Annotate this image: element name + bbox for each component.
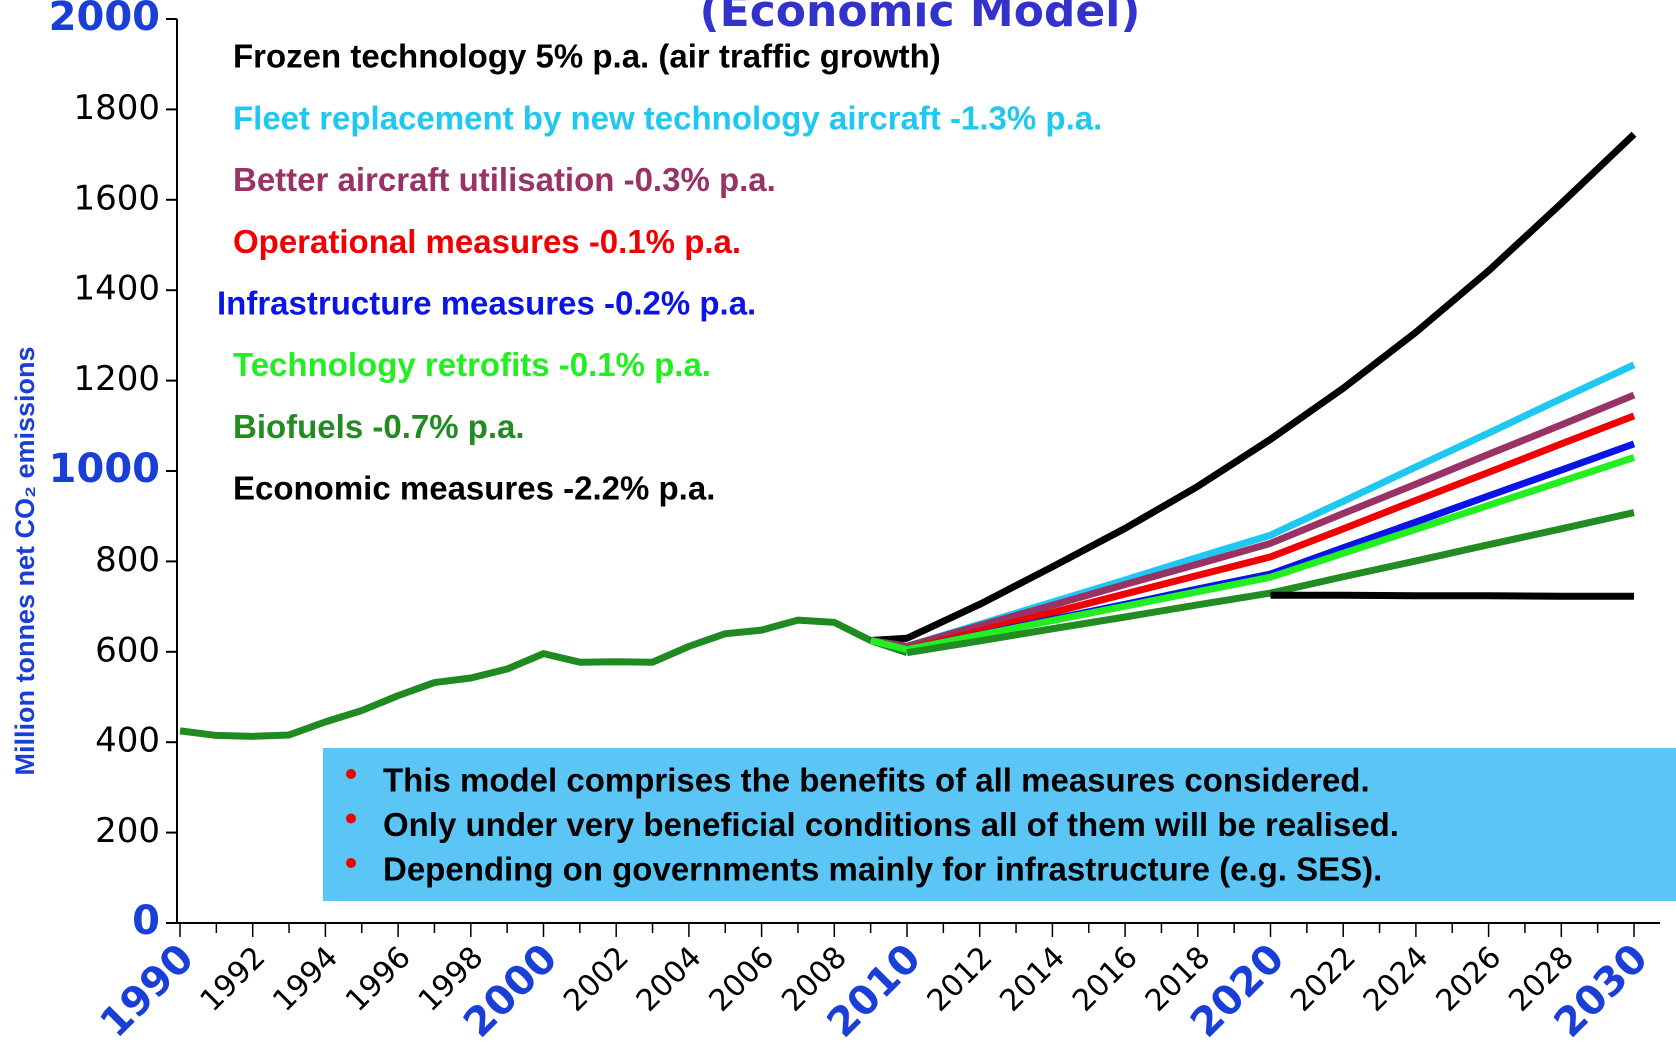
series-line [1270,591,1634,600]
x-tick-label: 2002 [557,940,636,1019]
chart-title: (Economic Model) [700,0,1141,37]
note: Depending on governments mainly for infr… [383,851,1382,888]
y-tick-label: 600 [95,630,160,670]
x-tick-label: 1992 [194,940,273,1019]
x-tick-label: 1996 [339,940,418,1019]
legend-label: Technology retrofits -0.1% p.a. [233,346,711,383]
x-tick-label: 2014 [993,940,1072,1019]
y-tick-label: 1000 [49,446,160,492]
y-tick-label: 2000 [49,0,160,40]
y-tick-label: 200 [95,811,160,851]
x-tick-label: 2012 [921,940,1000,1019]
legend-label: Infrastructure measures -0.2% p.a. [217,285,756,322]
x-tick-label: 2024 [1357,940,1436,1019]
y-tick-label: 1600 [73,178,160,218]
legend-label: Economic measures -2.2% p.a. [233,470,715,507]
y-axis-label: Million tonnes net CO₂ emissions [10,346,40,775]
x-tick-label: 2026 [1430,940,1509,1019]
y-tick-label: 1400 [73,269,160,309]
legend-label: Better aircraft utilisation -0.3% p.a. [233,161,776,198]
y-tick-label: 1800 [73,88,160,128]
y-tick-label: 400 [95,721,160,761]
series-line [870,391,1636,650]
x-tick-label: 1990 [92,935,203,1046]
note: Only under very beneficial conditions al… [383,806,1399,843]
x-tick-label: 2016 [1066,940,1145,1019]
y-tick-label: 1200 [73,359,160,399]
bullet [346,858,356,868]
x-tick-label: 2004 [630,940,709,1019]
x-tick-label: 1994 [266,940,345,1019]
y-tick-label: 0 [132,898,160,944]
legend-label: Operational measures -0.1% p.a. [233,223,741,260]
series-line [179,616,909,740]
x-tick-label: 2006 [703,940,782,1019]
bullet [346,769,356,779]
info-box [323,748,1676,901]
y-tick-label: 800 [95,540,160,580]
legend-label: Biofuels -0.7% p.a. [233,408,525,445]
series-line [870,131,1637,644]
bullet [346,813,356,824]
legend-label: Frozen technology 5% p.a. (air traffic g… [233,38,941,75]
x-tick-label: 2022 [1284,940,1363,1019]
note: This model comprises the benefits of all… [383,762,1370,799]
legend-label: Fleet replacement by new technology airc… [233,99,1102,136]
series-line [869,454,1636,654]
